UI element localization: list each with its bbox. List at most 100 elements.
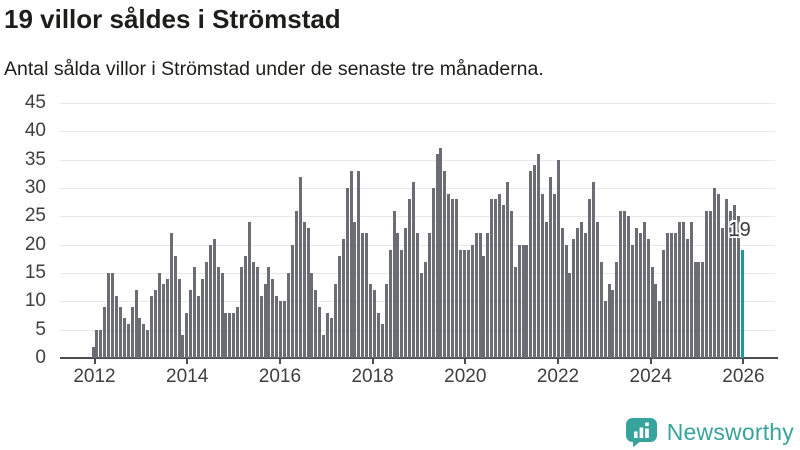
bar	[681, 222, 685, 358]
bar	[111, 273, 115, 358]
x-axis-tick	[557, 359, 559, 364]
gridline	[60, 216, 775, 218]
bar	[396, 233, 400, 358]
bar	[568, 273, 572, 358]
bar	[470, 244, 474, 358]
bar	[662, 250, 666, 358]
bar	[107, 273, 111, 358]
bar	[290, 244, 294, 358]
brand-footer: Newsworthy	[625, 417, 794, 447]
bar	[427, 233, 431, 358]
x-axis-tick-label: 2020	[444, 366, 487, 387]
x-axis-tick-label: 2016	[258, 366, 302, 387]
bar	[724, 199, 728, 358]
bar	[705, 210, 709, 358]
bar	[423, 261, 427, 358]
bar	[263, 284, 267, 358]
bar	[212, 239, 216, 358]
bar	[142, 324, 146, 358]
x-axis-tick	[93, 359, 96, 364]
bar	[685, 239, 689, 358]
bar	[720, 227, 724, 358]
bar	[279, 301, 283, 358]
bar	[654, 284, 658, 358]
bar	[611, 290, 615, 358]
bar	[161, 284, 165, 358]
bar	[157, 273, 161, 358]
bar	[388, 250, 392, 358]
bar	[474, 233, 478, 358]
bar	[580, 222, 584, 358]
bar	[286, 273, 290, 358]
bar	[357, 171, 361, 358]
gridline	[60, 131, 775, 133]
gridline	[60, 159, 775, 161]
bar	[502, 205, 505, 358]
bar	[353, 222, 357, 358]
bar	[228, 312, 232, 358]
chart-subtitle: Antal sålda villor i Strömstad under de …	[4, 58, 544, 80]
x-axis-tick	[464, 359, 467, 364]
bar	[435, 154, 439, 358]
bar	[482, 256, 486, 358]
bar	[548, 176, 552, 358]
gridline	[60, 103, 775, 104]
bar	[572, 239, 576, 358]
bar	[666, 233, 670, 358]
x-axis-tick-label: 2024	[629, 366, 672, 387]
x-axis-tick	[742, 359, 745, 364]
bar	[298, 176, 302, 358]
bar	[416, 233, 419, 358]
bar	[431, 188, 435, 358]
bar	[658, 301, 662, 358]
bar	[259, 295, 263, 358]
x-axis-tick	[186, 359, 189, 364]
bar	[529, 171, 533, 358]
y-axis-tick-label: 0	[35, 347, 46, 368]
bar	[392, 210, 396, 358]
bar	[294, 210, 298, 358]
bar	[271, 278, 275, 358]
bar	[713, 188, 717, 358]
bar	[99, 329, 103, 358]
bar	[408, 199, 412, 358]
bar	[138, 318, 142, 358]
bar	[251, 261, 255, 358]
y-axis-tick-label: 15	[24, 262, 46, 283]
bar	[333, 284, 337, 358]
bar	[103, 307, 107, 358]
bar	[247, 222, 251, 358]
bar	[150, 295, 154, 358]
y-axis-tick-label: 20	[24, 233, 46, 255]
bar	[599, 261, 603, 358]
bar	[478, 233, 482, 358]
bar	[693, 261, 697, 358]
bar	[412, 182, 416, 358]
bar	[709, 210, 713, 358]
bar	[615, 261, 619, 358]
bar	[189, 290, 193, 358]
bar	[208, 244, 212, 358]
bar	[114, 295, 118, 358]
bar	[451, 199, 455, 358]
bar	[736, 216, 740, 358]
bar	[443, 171, 447, 358]
bar	[638, 233, 642, 358]
bar	[326, 312, 330, 358]
x-axis-tick	[371, 359, 374, 364]
bar	[146, 329, 150, 358]
bar	[181, 335, 185, 358]
bar	[603, 301, 607, 358]
bar	[255, 267, 259, 358]
bar	[384, 284, 388, 358]
chart-title: 19 villor såldes i Strömstad	[4, 4, 341, 34]
bar	[419, 273, 423, 358]
bar	[318, 307, 322, 358]
bar	[224, 312, 228, 358]
bar	[533, 165, 537, 358]
x-axis-tick-label: 2018	[351, 366, 394, 387]
bar	[728, 210, 732, 358]
x-axis-line	[60, 357, 778, 359]
bar	[498, 193, 502, 358]
bar	[173, 256, 177, 358]
